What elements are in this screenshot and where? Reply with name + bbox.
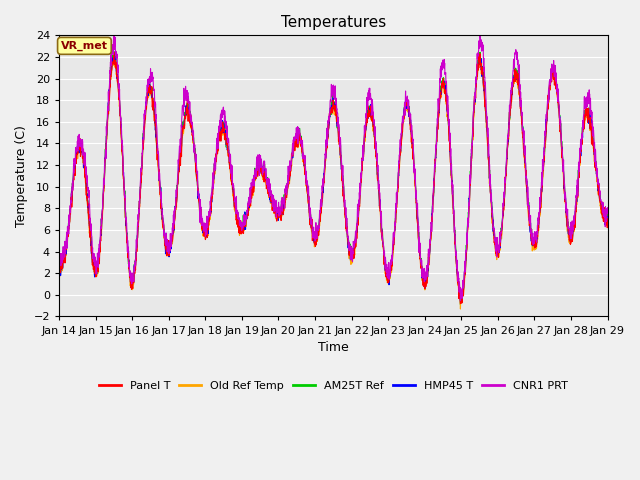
Old Ref Temp: [493, 253, 501, 259]
Panel T: [55, 272, 63, 277]
Panel T: [571, 216, 579, 221]
CNR1 PRT: [361, 128, 369, 134]
AM25T Ref: [209, 189, 216, 194]
Old Ref Temp: [556, 121, 563, 127]
Line: CNR1 PRT: CNR1 PRT: [59, 33, 607, 300]
Line: Old Ref Temp: Old Ref Temp: [59, 58, 607, 309]
CNR1 PRT: [476, 30, 484, 36]
HMP45 T: [110, 51, 118, 57]
CNR1 PRT: [571, 214, 579, 220]
Line: HMP45 T: HMP45 T: [59, 54, 607, 302]
HMP45 T: [493, 248, 501, 254]
HMP45 T: [556, 115, 563, 121]
CNR1 PRT: [604, 205, 611, 211]
Legend: Panel T, Old Ref Temp, AM25T Ref, HMP45 T, CNR1 PRT: Panel T, Old Ref Temp, AM25T Ref, HMP45 …: [94, 376, 572, 395]
X-axis label: Time: Time: [318, 341, 349, 354]
AM25T Ref: [556, 115, 563, 121]
Old Ref Temp: [110, 55, 118, 60]
Panel T: [209, 195, 216, 201]
AM25T Ref: [349, 252, 357, 258]
CNR1 PRT: [456, 298, 464, 303]
AM25T Ref: [493, 250, 501, 255]
HMP45 T: [55, 266, 63, 272]
Line: AM25T Ref: AM25T Ref: [59, 51, 607, 305]
HMP45 T: [362, 132, 369, 138]
AM25T Ref: [456, 302, 464, 308]
HMP45 T: [571, 215, 579, 220]
Old Ref Temp: [571, 216, 579, 222]
Old Ref Temp: [456, 306, 464, 312]
Text: VR_met: VR_met: [61, 41, 108, 51]
HMP45 T: [604, 214, 611, 219]
CNR1 PRT: [493, 246, 501, 252]
CNR1 PRT: [208, 186, 216, 192]
AM25T Ref: [362, 130, 369, 135]
CNR1 PRT: [349, 251, 357, 257]
Line: Panel T: Panel T: [59, 52, 607, 303]
Y-axis label: Temperature (C): Temperature (C): [15, 125, 28, 227]
Old Ref Temp: [362, 136, 369, 142]
Panel T: [493, 252, 501, 258]
AM25T Ref: [604, 210, 611, 216]
HMP45 T: [349, 252, 357, 258]
Old Ref Temp: [55, 272, 63, 277]
Panel T: [604, 216, 611, 222]
AM25T Ref: [55, 263, 63, 269]
Panel T: [110, 49, 118, 55]
Old Ref Temp: [604, 221, 611, 227]
CNR1 PRT: [556, 116, 563, 121]
Panel T: [556, 115, 563, 121]
Panel T: [349, 255, 357, 261]
AM25T Ref: [571, 214, 579, 219]
HMP45 T: [458, 299, 466, 305]
Old Ref Temp: [209, 192, 216, 198]
AM25T Ref: [110, 48, 118, 54]
Panel T: [362, 131, 369, 137]
Title: Temperatures: Temperatures: [281, 15, 386, 30]
Old Ref Temp: [349, 256, 357, 262]
Panel T: [456, 300, 464, 306]
CNR1 PRT: [55, 262, 63, 268]
HMP45 T: [209, 191, 216, 197]
